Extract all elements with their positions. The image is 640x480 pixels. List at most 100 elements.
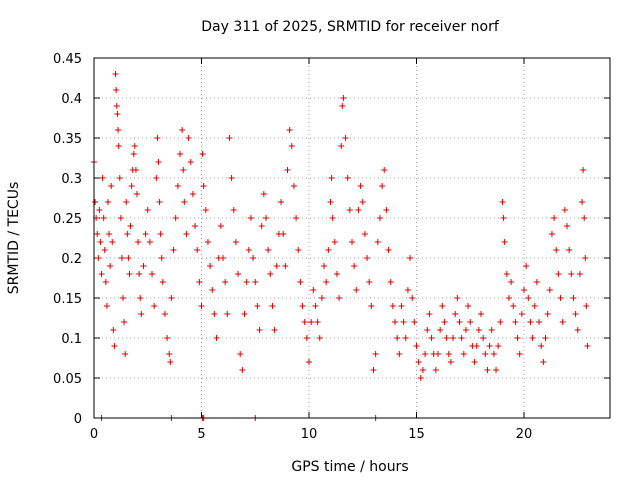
- y-tick-label: 0.05: [53, 372, 82, 387]
- data-point: [166, 351, 173, 357]
- data-point: [196, 279, 203, 285]
- data-point: [557, 295, 564, 301]
- data-point: [389, 303, 396, 309]
- y-tick-label: 0.3: [61, 172, 82, 187]
- data-point: [555, 271, 562, 277]
- data-point: [495, 343, 502, 349]
- data-point: [98, 271, 105, 277]
- data-point: [284, 167, 291, 173]
- data-point: [115, 143, 122, 149]
- data-point: [484, 367, 491, 373]
- data-point: [95, 255, 102, 261]
- data-point: [107, 263, 114, 269]
- data-point: [501, 239, 508, 245]
- data-point: [204, 239, 211, 245]
- data-point: [116, 175, 123, 181]
- data-point: [280, 231, 287, 237]
- data-point: [482, 351, 489, 357]
- data-point: [226, 135, 233, 141]
- data-point: [379, 183, 386, 189]
- data-point: [364, 255, 371, 261]
- data-point: [361, 231, 368, 237]
- data-point: [314, 319, 321, 325]
- data-point: [243, 279, 250, 285]
- data-point: [329, 215, 336, 221]
- data-point: [121, 319, 128, 325]
- data-point: [439, 303, 446, 309]
- data-point: [441, 319, 448, 325]
- data-point: [327, 199, 334, 205]
- data-point: [392, 319, 398, 325]
- data-point: [113, 103, 120, 109]
- data-point: [353, 287, 360, 293]
- data-point: [525, 295, 532, 301]
- data-point: [126, 271, 133, 277]
- data-point: [174, 183, 181, 189]
- data-point: [101, 247, 108, 253]
- data-point: [480, 335, 487, 341]
- data-point: [100, 215, 107, 221]
- data-point: [490, 351, 497, 357]
- data-point: [278, 199, 285, 205]
- x-tick-label: 5: [197, 427, 205, 442]
- data-point: [370, 367, 377, 373]
- y-tick-label: 0.4: [61, 92, 82, 107]
- y-tick-label: 0.2: [61, 252, 82, 267]
- data-point: [136, 271, 143, 277]
- data-point: [128, 183, 135, 189]
- data-point: [108, 183, 115, 189]
- data-point: [102, 279, 109, 285]
- y-tick-label: 0.35: [53, 132, 82, 147]
- data-point: [209, 287, 216, 293]
- data-point: [325, 247, 332, 253]
- data-point: [394, 335, 401, 341]
- data-point: [155, 159, 162, 165]
- data-point: [531, 303, 538, 309]
- data-point: [271, 327, 278, 333]
- data-point: [181, 199, 188, 205]
- data-point: [189, 191, 196, 197]
- data-point: [512, 319, 519, 325]
- data-point: [486, 343, 493, 349]
- data-point: [385, 247, 392, 253]
- x-tick-label: 0: [90, 427, 98, 442]
- data-point: [224, 311, 231, 317]
- data-point: [497, 319, 504, 325]
- data-point: [258, 223, 265, 229]
- data-point: [383, 207, 390, 213]
- data-point: [428, 335, 435, 341]
- data-point: [387, 279, 394, 285]
- data-point: [579, 199, 586, 205]
- data-points: [91, 71, 591, 421]
- data-point: [529, 335, 536, 341]
- data-point: [282, 263, 289, 269]
- data-point: [177, 151, 183, 157]
- data-point: [349, 239, 355, 245]
- data-point: [435, 351, 441, 357]
- data-point: [140, 263, 147, 269]
- data-point: [156, 199, 163, 205]
- data-point: [273, 263, 280, 269]
- data-point: [293, 215, 300, 221]
- data-point: [237, 351, 244, 357]
- data-point: [407, 255, 414, 261]
- data-point: [290, 183, 297, 189]
- data-point: [437, 327, 444, 333]
- data-point: [316, 335, 323, 341]
- data-point: [473, 343, 480, 349]
- data-point: [250, 255, 257, 261]
- data-point: [540, 359, 547, 365]
- data-point: [499, 199, 506, 205]
- data-point: [149, 271, 156, 277]
- data-point: [168, 295, 175, 301]
- data-point: [523, 263, 530, 269]
- y-tick-label: 0.15: [53, 292, 82, 307]
- data-point: [96, 207, 103, 213]
- data-point: [372, 351, 379, 357]
- data-point: [239, 367, 246, 373]
- data-point: [267, 271, 274, 277]
- data-point: [422, 351, 429, 357]
- data-point: [402, 335, 409, 341]
- data-point: [419, 367, 426, 373]
